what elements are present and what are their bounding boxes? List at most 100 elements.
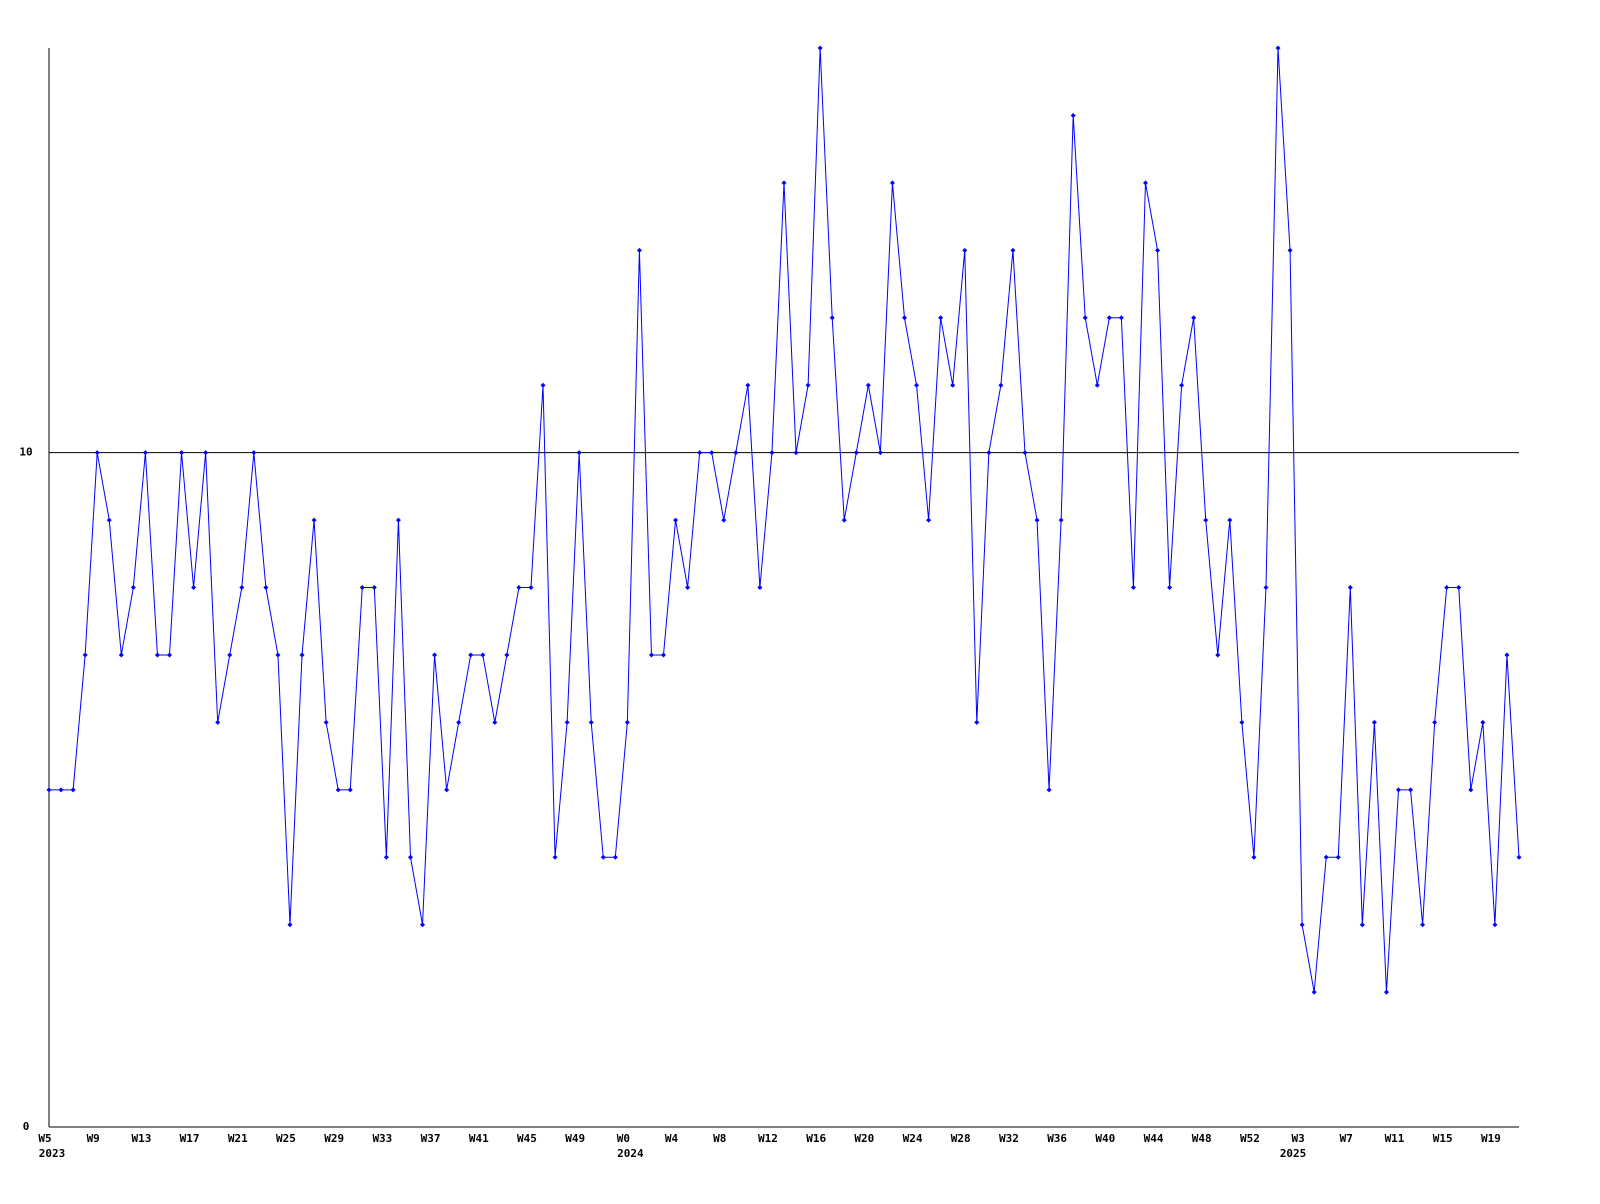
point: [926, 517, 932, 523]
point: [287, 922, 293, 928]
point: [154, 652, 160, 658]
point: [1227, 517, 1233, 523]
point: [1335, 854, 1341, 860]
point: [757, 585, 763, 590]
point: [1022, 450, 1028, 456]
point: [1191, 315, 1197, 321]
x-tick-label: W5: [38, 1132, 51, 1145]
year-label: 2024: [617, 1147, 644, 1160]
point: [1420, 922, 1426, 928]
point: [1371, 719, 1377, 725]
point: [1396, 787, 1402, 793]
point: [1118, 315, 1124, 321]
x-tick-label: W32: [999, 1132, 1019, 1145]
x-tick-label: W48: [1192, 1132, 1212, 1145]
point: [1179, 382, 1185, 388]
point: [179, 450, 185, 456]
point: [468, 652, 474, 658]
point: [516, 585, 522, 590]
point: [600, 854, 606, 860]
point: [1275, 45, 1281, 51]
x-tick-label: W20: [854, 1132, 874, 1145]
point: [648, 652, 654, 658]
y-tick-label: 0: [23, 1120, 30, 1133]
point: [359, 585, 365, 590]
point: [456, 719, 462, 725]
point: [1155, 247, 1161, 253]
x-tick-label: W45: [517, 1132, 537, 1145]
x-tick-label: W9: [87, 1132, 100, 1145]
point: [1203, 517, 1209, 523]
point: [371, 585, 377, 590]
point: [745, 382, 751, 388]
point: [528, 585, 534, 590]
point: [263, 585, 269, 590]
x-tick-label: W28: [951, 1132, 971, 1145]
point: [1058, 517, 1064, 523]
point: [1468, 787, 1474, 793]
point: [661, 652, 667, 658]
point: [1251, 854, 1257, 860]
x-tick-label: W17: [180, 1132, 200, 1145]
point: [697, 450, 703, 456]
point: [1263, 585, 1269, 590]
point: [721, 517, 727, 523]
point: [118, 652, 124, 658]
point: [1323, 854, 1329, 860]
point: [227, 652, 233, 658]
point: [1480, 719, 1486, 725]
x-tick-label: W40: [1095, 1132, 1115, 1145]
point: [841, 517, 847, 523]
point: [829, 315, 835, 321]
point: [492, 719, 498, 725]
point: [1034, 517, 1040, 523]
x-tick-label: W49: [565, 1132, 585, 1145]
point: [636, 247, 642, 253]
point: [1444, 585, 1450, 590]
point: [1082, 315, 1088, 321]
point: [612, 854, 618, 860]
point: [70, 787, 76, 793]
point: [709, 450, 715, 456]
point: [805, 382, 811, 388]
point: [130, 585, 136, 590]
point: [215, 719, 221, 725]
x-tick-label: W7: [1340, 1132, 1353, 1145]
point: [564, 719, 570, 725]
point: [938, 315, 944, 321]
point: [540, 382, 546, 388]
point: [1504, 652, 1510, 658]
x-tick-label: W16: [806, 1132, 826, 1145]
point: [552, 854, 558, 860]
x-tick-label: W3: [1291, 1132, 1304, 1145]
x-tick-label: W52: [1240, 1132, 1260, 1145]
point: [769, 450, 775, 456]
point: [576, 450, 582, 456]
point: [673, 517, 679, 523]
point: [685, 585, 691, 590]
point: [998, 382, 1004, 388]
point: [311, 517, 317, 523]
point: [1492, 922, 1498, 928]
point: [733, 450, 739, 456]
x-tick-label: W21: [228, 1132, 248, 1145]
point: [1299, 922, 1305, 928]
point: [781, 180, 787, 186]
x-tick-label: W36: [1047, 1132, 1067, 1145]
point: [1167, 585, 1173, 590]
x-tick-label: W33: [372, 1132, 392, 1145]
point: [299, 652, 305, 658]
point: [1239, 719, 1245, 725]
point: [106, 517, 112, 523]
point: [432, 652, 438, 658]
point: [624, 719, 630, 725]
point: [142, 450, 148, 456]
line: [49, 47, 1520, 993]
point: [191, 585, 197, 590]
point: [504, 652, 510, 658]
point: [251, 450, 257, 456]
point: [1106, 315, 1112, 321]
point: [1130, 585, 1136, 590]
point: [962, 247, 968, 253]
